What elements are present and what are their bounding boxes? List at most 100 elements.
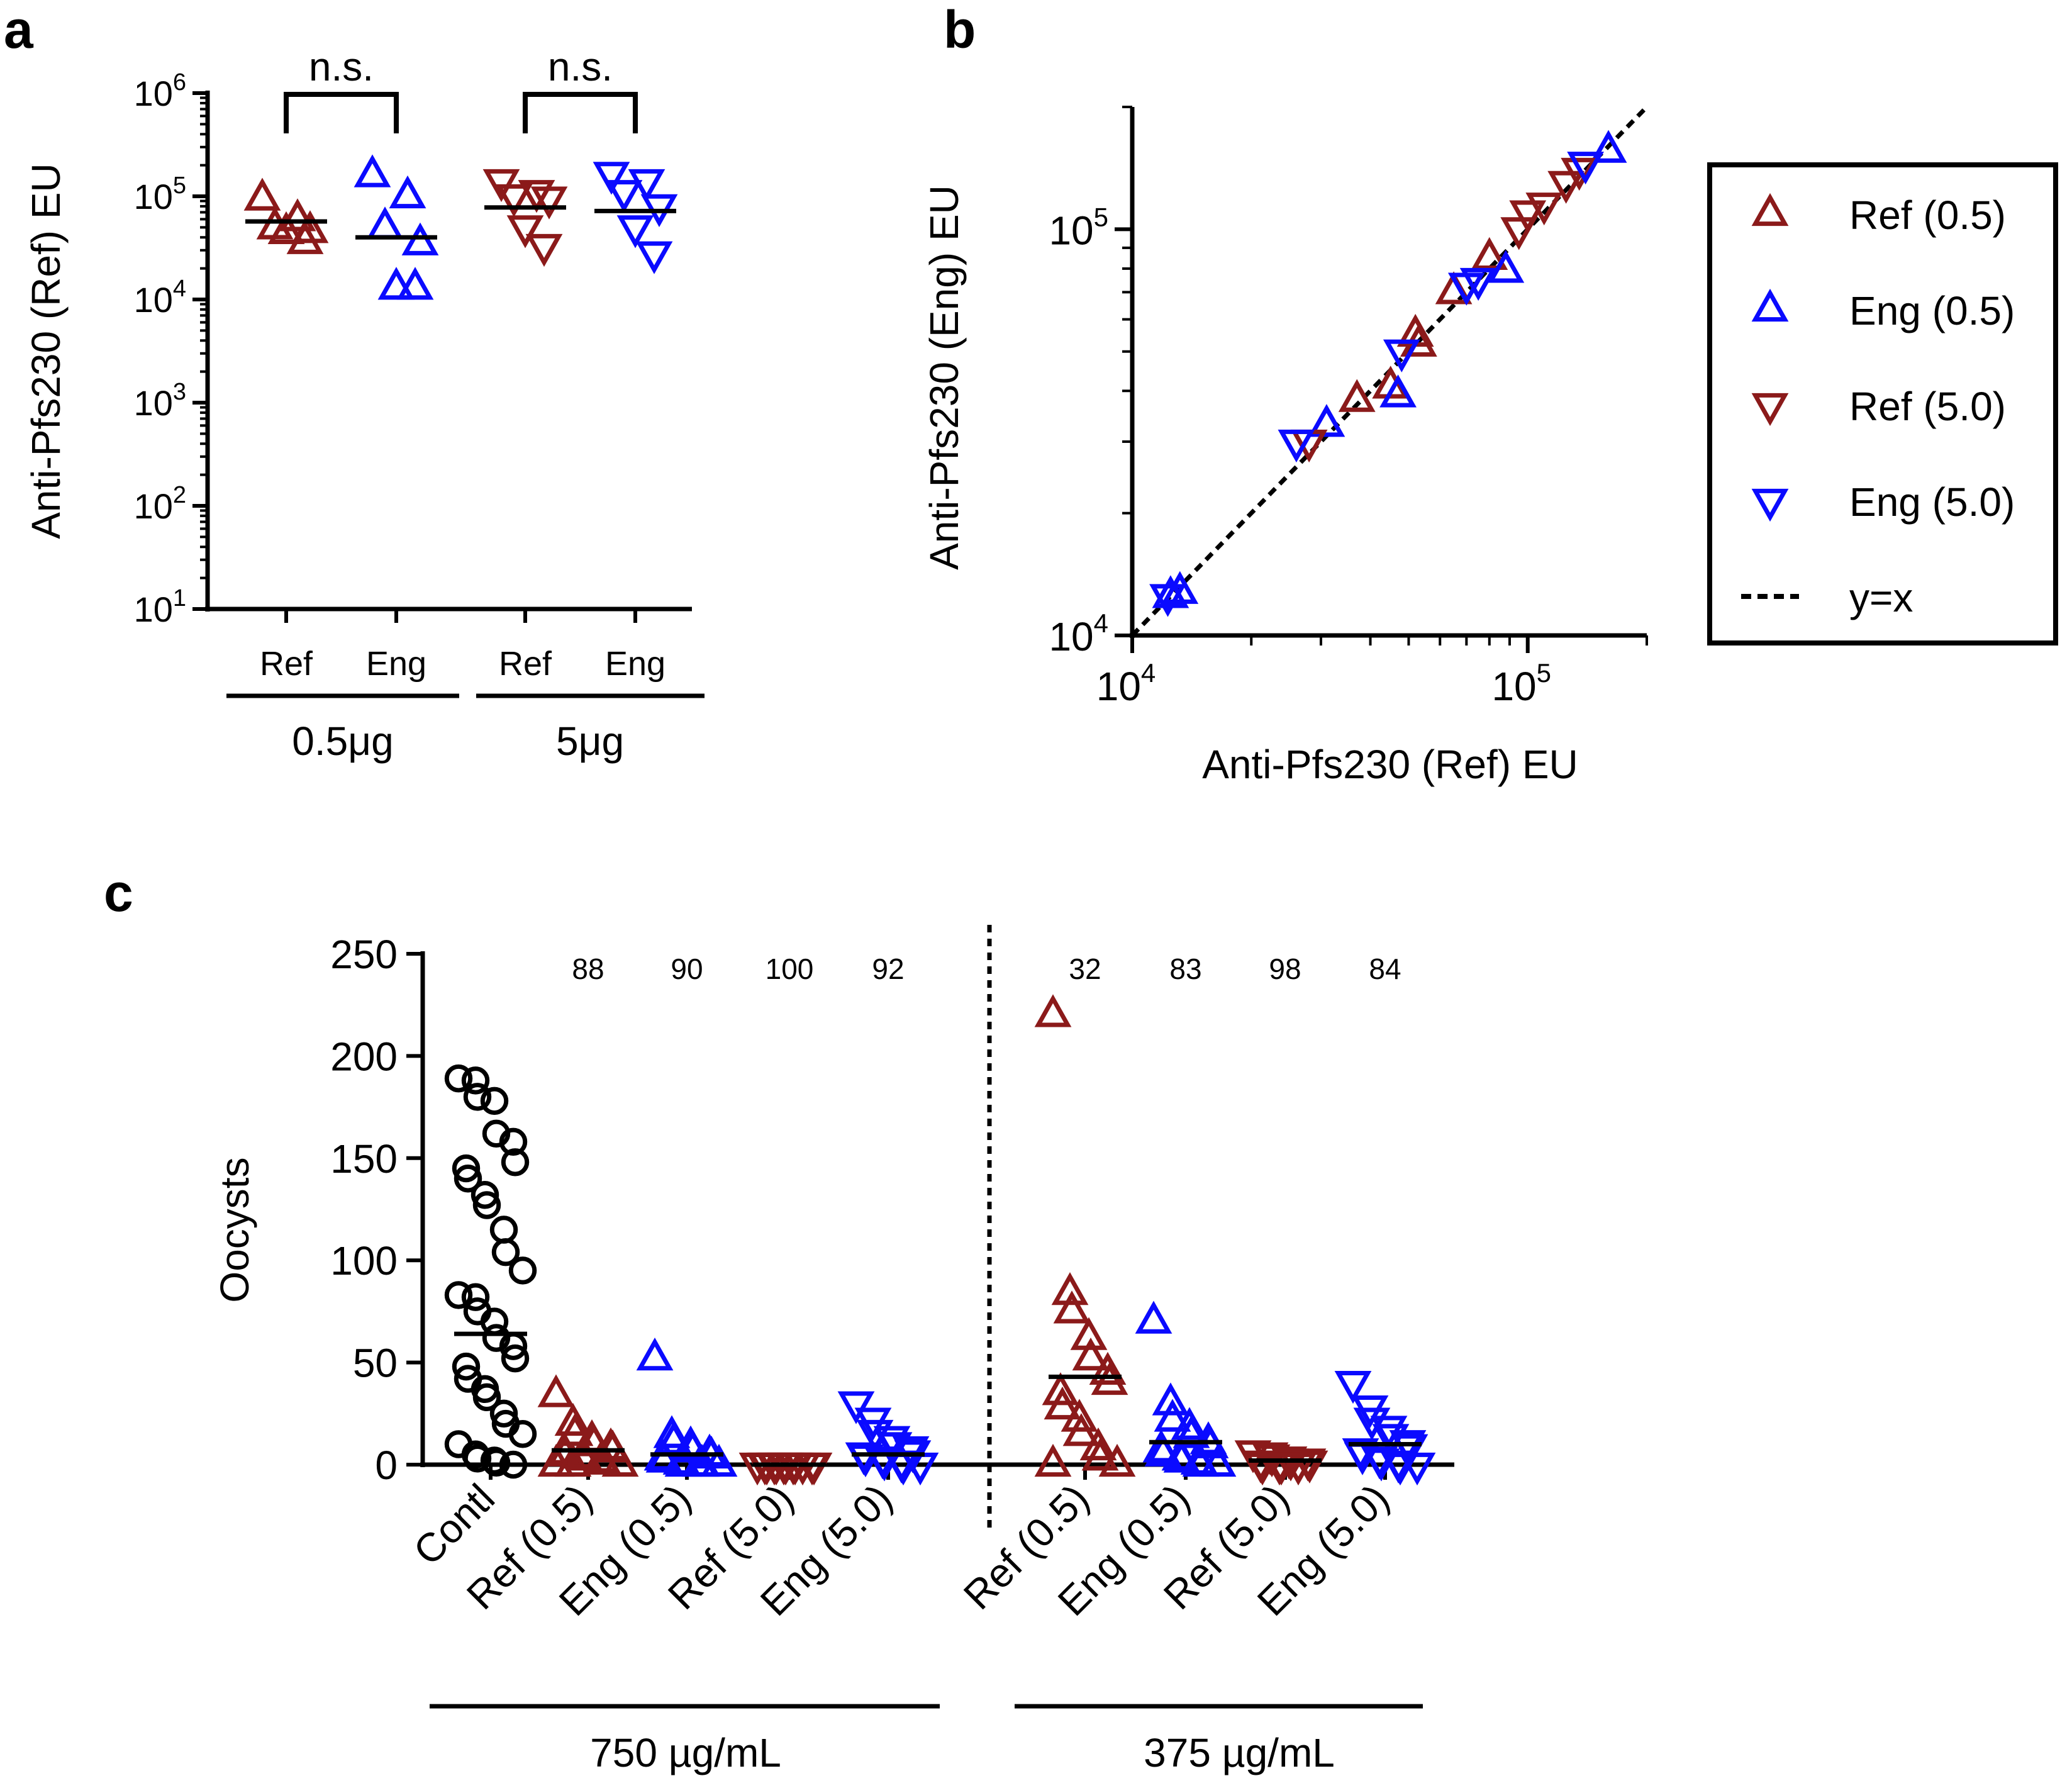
panel-c-point <box>1081 1438 1119 1471</box>
panel-c-point <box>499 1127 528 1156</box>
panel-a-group-label: 0.5μg <box>292 718 393 764</box>
panel-b-y-tick-label: 105 <box>1049 203 1108 254</box>
panel-b-x-tick-label-base: 10 <box>1096 664 1141 709</box>
panel-b-point <box>1471 237 1508 271</box>
panel-c-point <box>1279 1452 1317 1486</box>
panel-a-significance-label: n.s. <box>309 44 374 89</box>
panel-a-y-tick-label-exp: 1 <box>173 585 186 612</box>
panel-c-percent-label: 84 <box>1369 953 1401 985</box>
panel-b-point <box>1500 217 1538 250</box>
panel-c-point <box>471 1181 499 1209</box>
panel-c-point <box>556 1413 594 1446</box>
panel-c-point <box>491 1238 520 1266</box>
panel-a-y-tick-label-exp: 3 <box>173 379 186 405</box>
panel-c-point <box>1034 1443 1072 1477</box>
panel-c-point <box>1062 1413 1100 1446</box>
panel-a-y-tick-label: 103 <box>134 379 186 423</box>
panel-b-point <box>1161 571 1199 604</box>
panel-c-y-tick-label: 100 <box>330 1238 398 1283</box>
panel-c-point <box>1053 1290 1091 1324</box>
panel-c-point <box>655 1421 693 1455</box>
panel-a-y-tick-label-exp: 5 <box>173 172 186 199</box>
panel-c-percent-label: 98 <box>1269 953 1301 985</box>
panel-b-point <box>1149 584 1186 617</box>
panel-b-y-axis-title: Anti-Pfs230 (Eng) EU <box>922 185 967 570</box>
panel-b-x-axis-title: Anti-Pfs230 (Ref) EU <box>1202 742 1578 787</box>
panel-c-point <box>1398 1452 1436 1486</box>
panel-b-legend-label: y=x <box>1849 575 1913 620</box>
panel-a-y-tick-label-base: 10 <box>134 590 173 629</box>
panel-c-point <box>554 1402 592 1436</box>
panel-b-point <box>1338 379 1376 412</box>
panel-c-point <box>452 1352 481 1381</box>
panel-c-y-axis-title: Oocysts <box>212 1157 257 1302</box>
panel-b-point <box>1278 429 1315 463</box>
panel-c-point <box>508 1420 537 1448</box>
panel-a-letter: a <box>4 0 34 59</box>
panel-b-y-tick-label-base: 10 <box>1049 614 1093 659</box>
panel-a-y-axis-title: Anti-Pfs230 (Ref) EU <box>23 163 69 539</box>
panel-c-percent-label: 88 <box>572 953 604 985</box>
panel-c-percent-label: 32 <box>1069 953 1101 985</box>
panel-c-point <box>645 1439 683 1473</box>
panel-a-y-tick-label: 101 <box>134 585 186 629</box>
panel-c-point <box>444 1064 473 1093</box>
panel-c-point <box>784 1452 822 1486</box>
panel-a-y-tick-label: 102 <box>134 482 186 526</box>
panel-c-y-tick-label: 200 <box>330 1034 398 1079</box>
panel-a-point <box>525 233 563 267</box>
panel-b-legend-label: Ref (5.0) <box>1849 384 2006 429</box>
panel-c-point <box>1154 1399 1191 1432</box>
panel-b-x-tick-label-exp: 5 <box>1537 658 1551 688</box>
panel-c-point <box>1152 1382 1189 1416</box>
panel-b-point <box>1547 170 1585 204</box>
panel-a-group-label: 5μg <box>556 718 624 764</box>
panel-a-point <box>267 211 305 244</box>
panel-c-group-label: 375 µg/mL <box>1144 1730 1335 1775</box>
panel-c-point <box>444 1281 473 1309</box>
panel-b-legend-box <box>1707 162 2058 646</box>
panel-b-point <box>1487 250 1525 283</box>
panel-c-percent-label: 100 <box>766 953 814 985</box>
panel-a-significance-bracket <box>284 92 399 133</box>
panel-c-point <box>537 1374 575 1407</box>
panel-a-y-tick-label: 105 <box>134 172 186 216</box>
panel-c-point <box>472 1383 501 1412</box>
panel-a-point <box>401 222 439 255</box>
panel-c-point <box>480 1087 509 1115</box>
panel-a-x-tick-label: Ref <box>260 645 313 683</box>
panel-a-y-tick-label-exp: 2 <box>173 482 186 508</box>
panel-b-y-tick-label-exp: 4 <box>1094 608 1108 638</box>
panel-b-x-tick-label-base: 10 <box>1491 664 1536 709</box>
panel-a-point <box>593 162 630 195</box>
panel-b-legend-label: Eng (0.5) <box>1849 288 2015 333</box>
panel-c-y-tick-label: 250 <box>330 932 398 977</box>
panel-c-point <box>1079 1427 1117 1461</box>
panel-c-point <box>461 1283 490 1311</box>
panel-b-x-tick-label-exp: 4 <box>1141 658 1156 688</box>
panel-c-y-tick-label: 150 <box>330 1136 398 1182</box>
panel-b-point <box>1379 374 1417 408</box>
panel-a-y-tick-label: 106 <box>134 69 186 113</box>
panel-b-point <box>1567 152 1604 185</box>
panel-c-point <box>482 1448 511 1477</box>
panel-a-point <box>377 267 415 300</box>
panel-a-y-tick-label-exp: 6 <box>173 69 186 96</box>
panel-c-point <box>1199 1443 1237 1477</box>
panel-c-point <box>1163 1439 1201 1473</box>
panel-c-group-label: 750 µg/mL <box>590 1730 781 1775</box>
panel-b-point <box>1509 200 1547 233</box>
panel-a-x-tick-label: Ref <box>499 645 552 683</box>
panel-a-point <box>530 186 568 220</box>
panel-c-point <box>1072 1337 1110 1371</box>
panel-c-point <box>454 1165 482 1193</box>
panel-b-point <box>1459 267 1497 301</box>
panel-a-point <box>605 180 643 213</box>
panel-b-legend-label: Eng (5.0) <box>1849 479 2015 525</box>
panel-c-point <box>1172 1415 1210 1448</box>
panel-a-point <box>635 241 673 274</box>
panel-c-point <box>1144 1433 1182 1467</box>
panel-c-point <box>1091 1361 1128 1395</box>
